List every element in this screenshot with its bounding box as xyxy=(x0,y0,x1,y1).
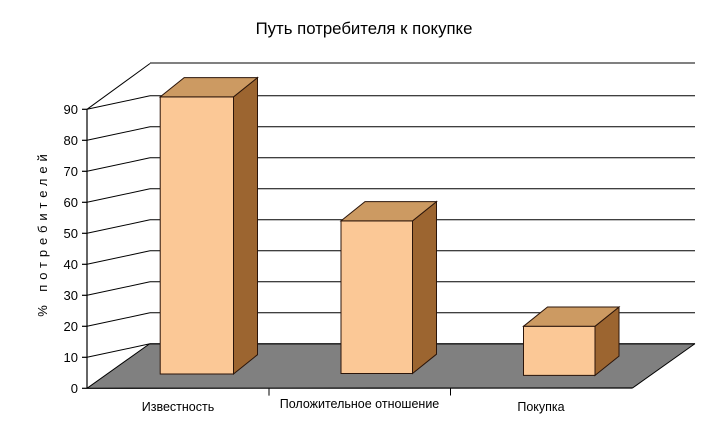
svg-text:% потребителей: % потребителей xyxy=(35,149,50,316)
svg-text:Известность: Известность xyxy=(142,400,215,414)
svg-text:20: 20 xyxy=(64,319,78,334)
svg-text:80: 80 xyxy=(64,133,78,148)
svg-text:70: 70 xyxy=(64,164,78,179)
svg-text:Покупка: Покупка xyxy=(517,400,564,414)
svg-text:90: 90 xyxy=(64,102,78,117)
svg-text:30: 30 xyxy=(64,288,78,303)
svg-text:50: 50 xyxy=(64,226,78,241)
svg-text:10: 10 xyxy=(64,350,78,365)
svg-text:Положительное отношение: Положительное отношение xyxy=(280,397,440,411)
svg-text:40: 40 xyxy=(64,257,78,272)
svg-text:60: 60 xyxy=(64,195,78,210)
svg-text:0: 0 xyxy=(71,381,78,396)
